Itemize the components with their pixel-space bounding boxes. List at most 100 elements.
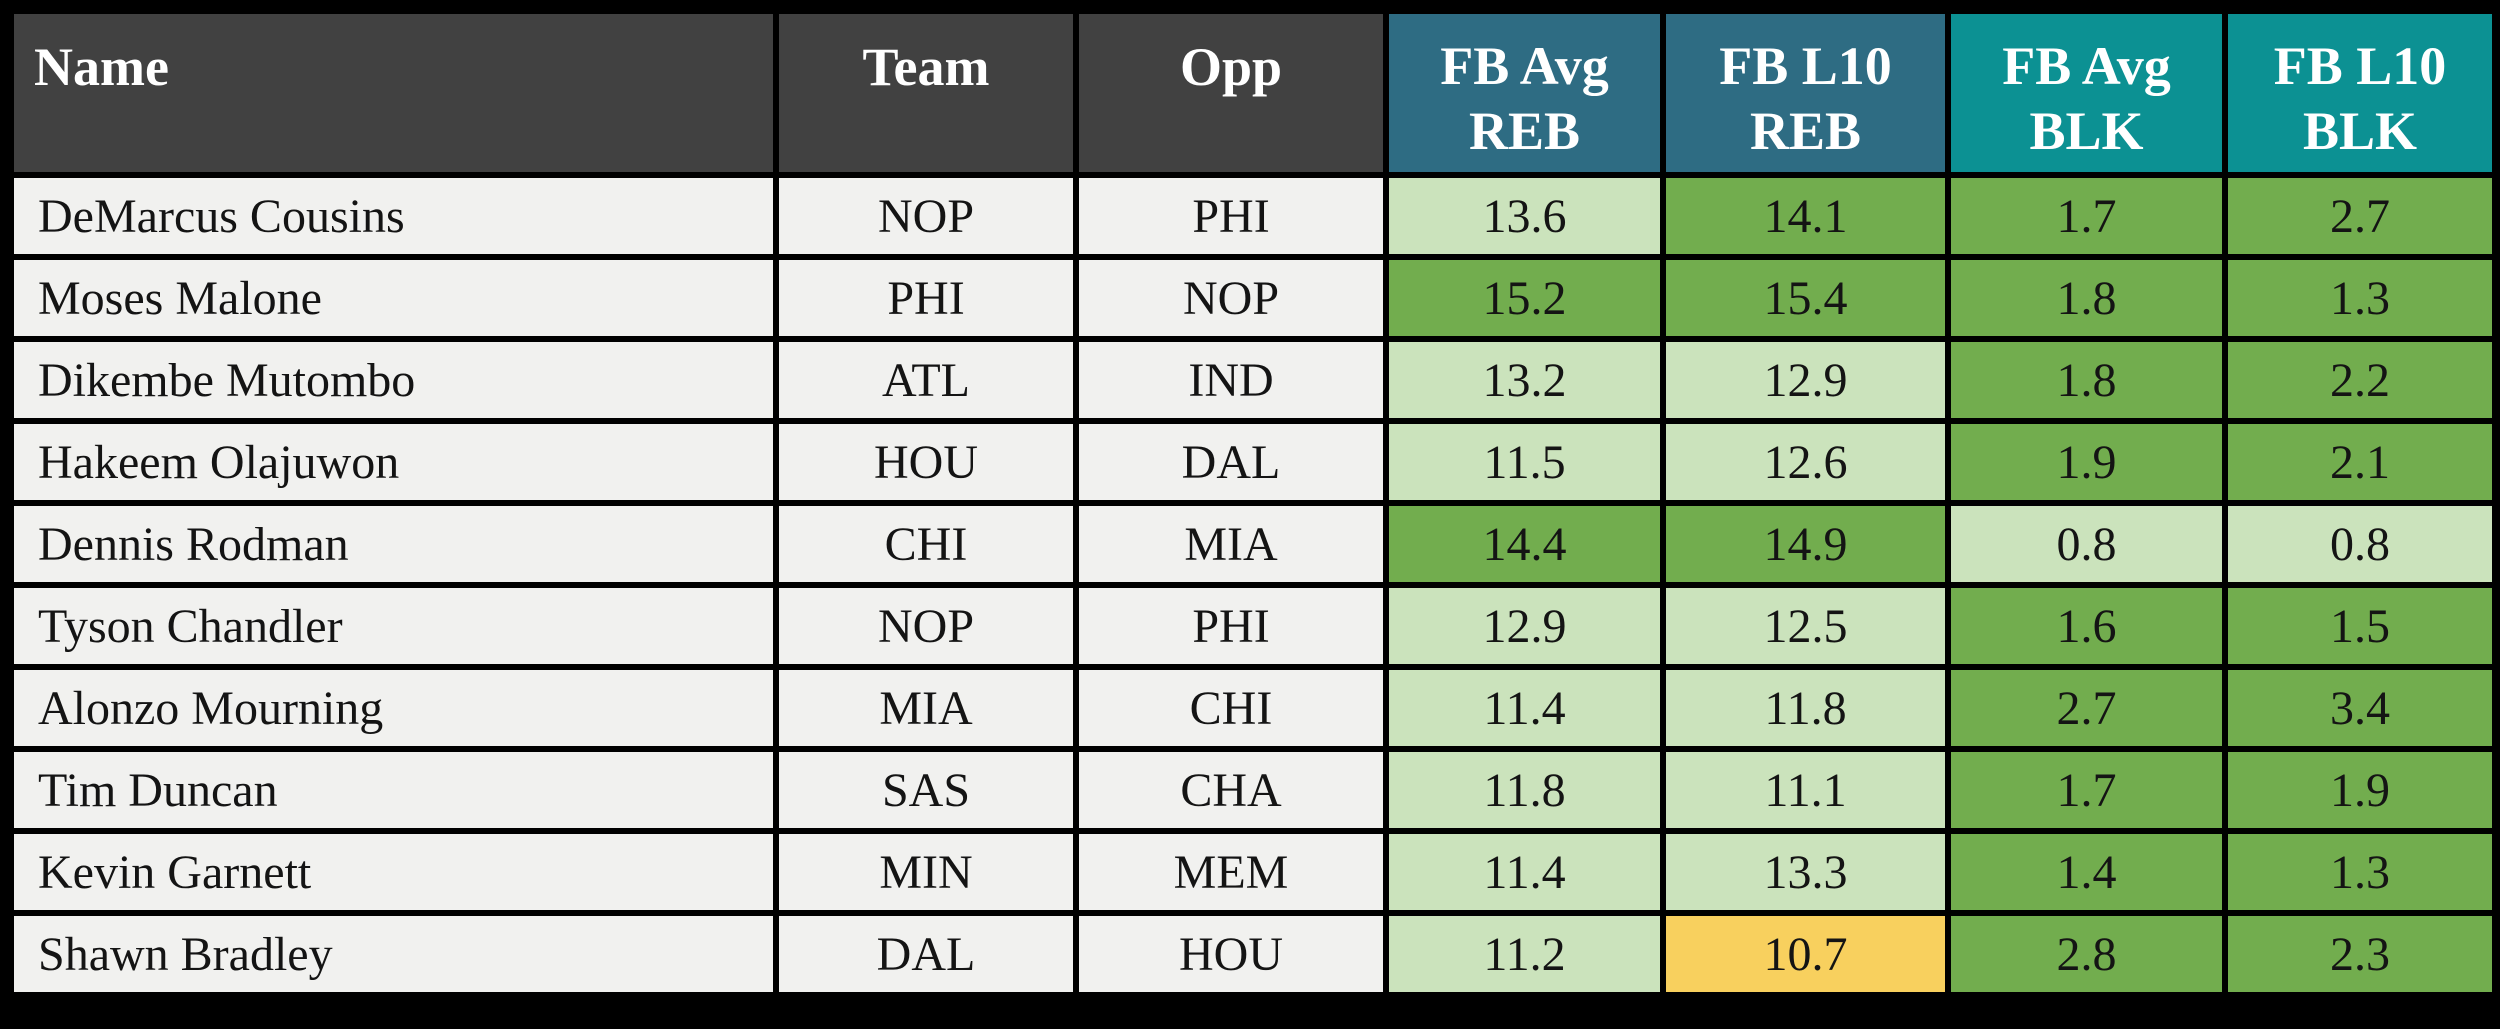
stat-cell-fb-avg-reb: 15.2: [1383, 254, 1666, 342]
stat-cell-fb-l10-reb: 10.7: [1660, 910, 1951, 998]
stat-cell-fb-avg-reb: 11.2: [1383, 910, 1666, 998]
header-team: Team: [773, 8, 1079, 178]
header-line: FB L10: [2273, 36, 2447, 96]
stat-cell-fb-avg-blk: 0.8: [1945, 500, 2228, 588]
team-cell: ATL: [773, 336, 1079, 424]
stat-cell-fb-avg-blk: 1.8: [1945, 336, 2228, 424]
header-fb-l10-blk: FB L10 BLK: [2222, 8, 2498, 178]
stat-cell-fb-avg-reb: 12.9: [1383, 582, 1666, 670]
stat-cell-fb-l10-reb: 14.9: [1660, 500, 1951, 588]
stat-cell-fb-avg-blk: 2.8: [1945, 910, 2228, 998]
stat-cell-fb-avg-reb: 11.4: [1383, 828, 1666, 916]
header-fb-avg-reb: FB Avg REB: [1383, 8, 1666, 178]
stat-cell-fb-l10-blk: 2.7: [2222, 172, 2498, 260]
team-cell: PHI: [773, 254, 1079, 342]
player-name-cell: Tyson Chandler: [8, 582, 779, 670]
player-name-cell: Dikembe Mutombo: [8, 336, 779, 424]
team-cell: CHI: [773, 500, 1079, 588]
stat-cell-fb-l10-blk: 1.3: [2222, 254, 2498, 342]
stat-cell-fb-l10-reb: 15.4: [1660, 254, 1951, 342]
player-name-cell: Kevin Garnett: [8, 828, 779, 916]
opp-cell: MIA: [1073, 500, 1389, 588]
player-name-cell: Alonzo Mourning: [8, 664, 779, 752]
player-row: Alonzo Mourning MIA CHI 11.4 11.8 2.7 3.…: [8, 664, 2498, 752]
opp-cell: IND: [1073, 336, 1389, 424]
header-line: BLK: [2029, 100, 2144, 161]
stat-cell-fb-l10-reb: 14.1: [1660, 172, 1951, 260]
stat-cell-fb-l10-reb: 11.8: [1660, 664, 1951, 752]
player-name-cell: Tim Duncan: [8, 746, 779, 834]
team-cell: SAS: [773, 746, 1079, 834]
stat-cell-fb-l10-blk: 1.5: [2222, 582, 2498, 670]
header-line: REB: [1468, 100, 1581, 161]
player-name-cell: Dennis Rodman: [8, 500, 779, 588]
stat-cell-fb-l10-reb: 11.1: [1660, 746, 1951, 834]
player-row: DeMarcus Cousins NOP PHI 13.6 14.1 1.7 2…: [8, 172, 2498, 260]
header-name: Name: [8, 8, 779, 178]
opp-cell: CHA: [1073, 746, 1389, 834]
stat-cell-fb-avg-blk: 1.6: [1945, 582, 2228, 670]
stat-cell-fb-avg-reb: 14.4: [1383, 500, 1666, 588]
opp-cell: MEM: [1073, 828, 1389, 916]
table-body: DeMarcus Cousins NOP PHI 13.6 14.1 1.7 2…: [8, 172, 2498, 998]
team-cell: NOP: [773, 582, 1079, 670]
stat-cell-fb-avg-reb: 11.8: [1383, 746, 1666, 834]
table-header: Name Team Opp FB Avg REB FB L10 REB FB A…: [8, 8, 2498, 178]
team-cell: HOU: [773, 418, 1079, 506]
player-row: Tim Duncan SAS CHA 11.8 11.1 1.7 1.9: [8, 746, 2498, 834]
opp-cell: PHI: [1073, 172, 1389, 260]
stat-cell-fb-l10-reb: 12.5: [1660, 582, 1951, 670]
stat-cell-fb-l10-blk: 0.8: [2222, 500, 2498, 588]
opp-cell: CHI: [1073, 664, 1389, 752]
stat-cell-fb-avg-blk: 1.7: [1945, 172, 2228, 260]
header-fb-l10-reb: FB L10 REB: [1660, 8, 1951, 178]
team-cell: MIN: [773, 828, 1079, 916]
stat-cell-fb-avg-reb: 11.5: [1383, 418, 1666, 506]
stat-cell-fb-l10-reb: 13.3: [1660, 828, 1951, 916]
stat-cell-fb-l10-reb: 12.6: [1660, 418, 1951, 506]
stat-cell-fb-l10-blk: 2.2: [2222, 336, 2498, 424]
player-stats-table: Name Team Opp FB Avg REB FB L10 REB FB A…: [8, 8, 2498, 998]
player-row: Kevin Garnett MIN MEM 11.4 13.3 1.4 1.3: [8, 828, 2498, 916]
player-row: Dikembe Mutombo ATL IND 13.2 12.9 1.8 2.…: [8, 336, 2498, 424]
player-row: Hakeem Olajuwon HOU DAL 11.5 12.6 1.9 2.…: [8, 418, 2498, 506]
player-row: Moses Malone PHI NOP 15.2 15.4 1.8 1.3: [8, 254, 2498, 342]
team-cell: DAL: [773, 910, 1079, 998]
header-row: Name Team Opp FB Avg REB FB L10 REB FB A…: [8, 8, 2498, 178]
header-fb-avg-blk: FB Avg BLK: [1945, 8, 2228, 178]
stat-cell-fb-avg-blk: 2.7: [1945, 664, 2228, 752]
player-row: Dennis Rodman CHI MIA 14.4 14.9 0.8 0.8: [8, 500, 2498, 588]
header-line: BLK: [2302, 100, 2418, 161]
header-opp: Opp: [1073, 8, 1389, 178]
stat-cell-fb-avg-reb: 13.6: [1383, 172, 1666, 260]
player-row: Tyson Chandler NOP PHI 12.9 12.5 1.6 1.5: [8, 582, 2498, 670]
stat-cell-fb-l10-blk: 3.4: [2222, 664, 2498, 752]
player-name-cell: Moses Malone: [8, 254, 779, 342]
stat-cell-fb-l10-blk: 2.1: [2222, 418, 2498, 506]
player-name-cell: Shawn Bradley: [8, 910, 779, 998]
opp-cell: PHI: [1073, 582, 1389, 670]
opp-cell: HOU: [1073, 910, 1389, 998]
player-row: Shawn Bradley DAL HOU 11.2 10.7 2.8 2.3: [8, 910, 2498, 998]
stat-cell-fb-avg-blk: 1.7: [1945, 746, 2228, 834]
team-cell: MIA: [773, 664, 1079, 752]
opp-cell: DAL: [1073, 418, 1389, 506]
opp-cell: NOP: [1073, 254, 1389, 342]
player-name-cell: Hakeem Olajuwon: [8, 418, 779, 506]
header-line: REB: [1749, 100, 1862, 161]
stat-cell-fb-l10-blk: 1.3: [2222, 828, 2498, 916]
stat-cell-fb-avg-reb: 11.4: [1383, 664, 1666, 752]
stat-cell-fb-avg-reb: 13.2: [1383, 336, 1666, 424]
header-line: FB L10: [1719, 36, 1892, 96]
stat-cell-fb-avg-blk: 1.8: [1945, 254, 2228, 342]
stat-cell-fb-avg-blk: 1.9: [1945, 418, 2228, 506]
stat-cell-fb-avg-blk: 1.4: [1945, 828, 2228, 916]
header-line: FB Avg: [2002, 36, 2171, 96]
stat-cell-fb-l10-reb: 12.9: [1660, 336, 1951, 424]
player-name-cell: DeMarcus Cousins: [8, 172, 779, 260]
header-line: FB Avg: [1440, 36, 1609, 96]
stat-cell-fb-l10-blk: 2.3: [2222, 910, 2498, 998]
team-cell: NOP: [773, 172, 1079, 260]
stat-cell-fb-l10-blk: 1.9: [2222, 746, 2498, 834]
